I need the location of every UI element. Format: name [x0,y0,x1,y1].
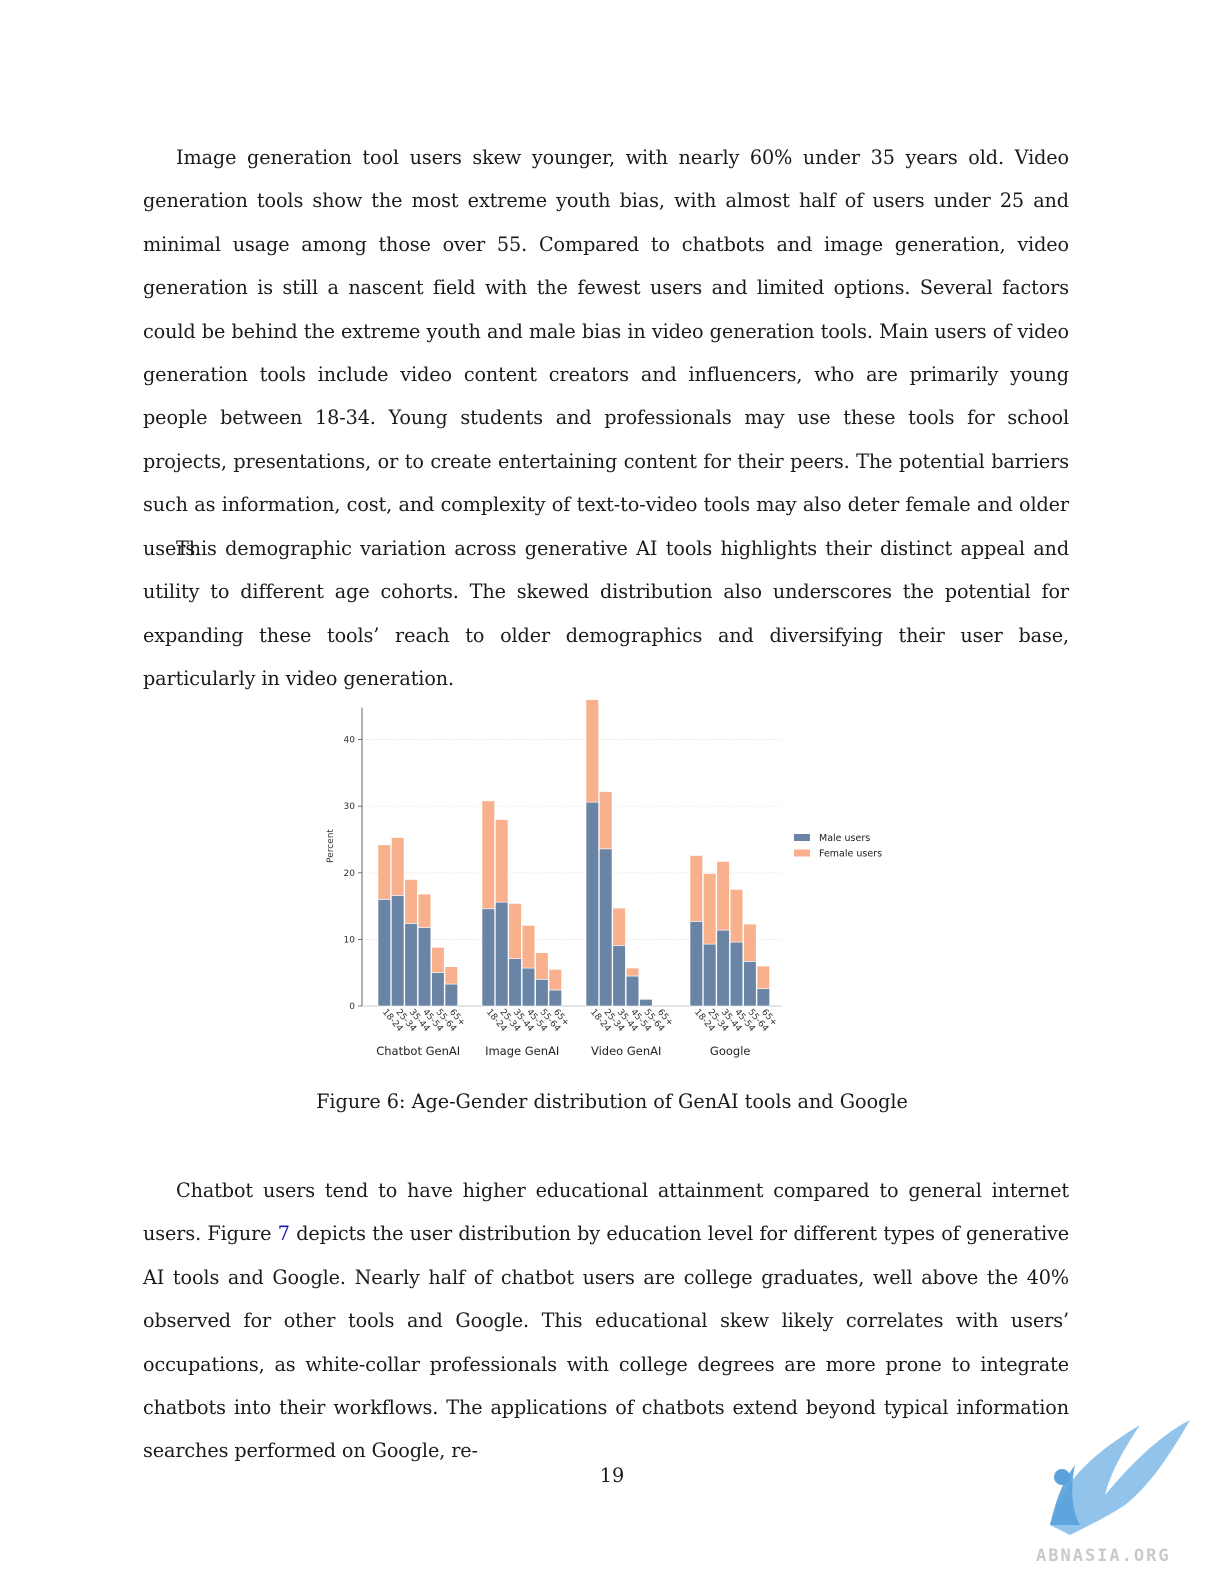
bar-female [495,819,509,903]
age-gender-chart: 010203040Percent18-2425-3435-4445-5455-6… [326,699,882,1058]
chart-labels: 010203040Percent18-2425-3435-4445-5455-6… [326,736,779,1058]
paragraph-text-before-ref: Chatbot users tend to have higher educat… [143,1179,1069,1246]
bar-male [548,989,562,1007]
bar-male [521,967,536,1007]
bar-male [599,848,613,1007]
watermark-text: ABNASIA.ORG [1036,1546,1171,1565]
bar-male [535,979,549,1007]
bar-female [535,952,549,980]
bar-male [639,999,653,1007]
bar-male [391,895,405,1007]
y-tick-label: 20 [344,869,356,879]
bar-male [756,988,770,1007]
paragraph-text-after-ref: depicts the user distribution by educati… [143,1222,1070,1463]
bar-male [703,943,717,1007]
page-number: 19 [599,1464,625,1487]
bar-female [417,893,432,928]
bar-male [716,929,730,1007]
bar-female [391,837,405,896]
bar-female [599,791,613,850]
bar-male [508,958,522,1007]
bar-female [521,925,536,969]
group-label: Image GenAI [485,1044,559,1058]
bar-male [612,945,626,1007]
bar-female [431,947,445,973]
group-label: Video GenAI [591,1044,661,1058]
bar-female [703,873,717,945]
bar-male [377,899,391,1007]
bar-male [625,975,640,1007]
bar-male [729,941,744,1007]
chart-bars [377,699,770,1007]
y-axis-label: Percent [326,829,336,863]
group-label: Google [710,1044,751,1058]
figure-caption: Figure 6: Age-Gender distribution of Gen… [316,1090,908,1113]
bar-male [481,908,495,1007]
bar-female [743,923,757,962]
y-tick-label: 10 [344,935,356,945]
bar-female [481,800,495,910]
y-tick-label: 0 [349,1002,355,1012]
body-paragraph-2: This demographic variation across genera… [143,537,1069,691]
bar-male [444,983,458,1007]
bar-female [729,889,744,943]
chart-legend: Male users Female users [794,833,882,860]
bar-female [585,699,599,803]
bar-female [377,844,391,900]
bar-female [508,903,522,960]
legend-label: Male users [819,833,870,844]
legend-label: Female users [819,849,882,860]
bar-male [743,961,757,1007]
bar-female [716,861,730,931]
bar-female [444,966,458,985]
y-tick-label: 30 [344,802,356,812]
body-paragraph-1: Image generation tool users skew younger… [143,146,1069,560]
bar-female [756,965,770,989]
watermark-logo: ABNASIA.ORG [1036,1420,1190,1565]
bar-male [689,921,703,1007]
bar-female [404,879,418,924]
y-tick-label: 40 [344,736,356,746]
body-paragraph-3: Chatbot users tend to have higher educat… [143,1169,1069,1473]
bar-female [548,969,562,991]
bar-male [431,972,445,1007]
bar-female [689,855,703,922]
group-label: Chatbot GenAI [376,1044,460,1058]
bar-male [417,927,432,1007]
bar-female [625,967,640,977]
figure-reference-link[interactable]: 7 [277,1222,290,1246]
bar-male [585,801,599,1007]
bar-male [404,923,418,1007]
bar-male [495,901,509,1007]
legend-swatch [794,849,810,857]
legend-swatch [794,834,810,841]
bar-female [612,907,626,946]
